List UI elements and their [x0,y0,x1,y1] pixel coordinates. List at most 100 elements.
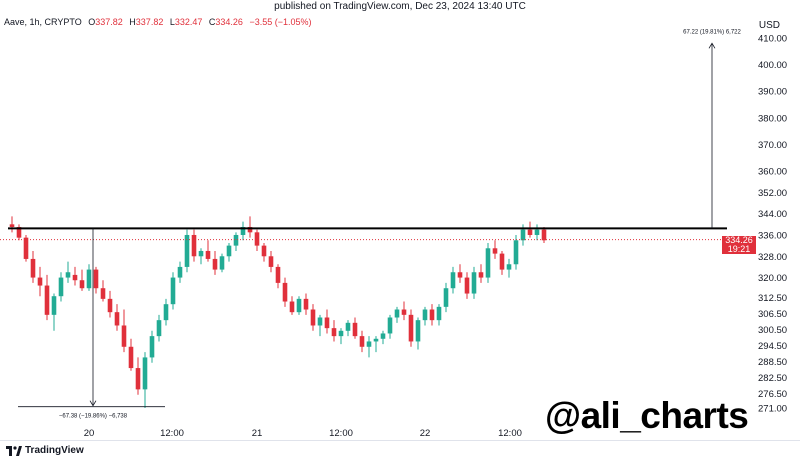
y-tick-label: 328.00 [758,252,787,263]
low-value: 332.47 [174,17,203,27]
y-tick-label: 410.00 [758,34,787,45]
candle-body [317,317,323,326]
close-value: 334.26 [215,17,243,27]
candle-body [114,312,120,326]
y-tick-label: 300.50 [758,325,787,336]
tradingview-icon [6,445,22,456]
candle-body [450,272,456,289]
symbol-legend: Aave, 1h, CRYPTO O337.82 H337.82 L332.47… [4,17,312,27]
candle-body [422,309,428,321]
change-value: −3.55 (−1.05%) [249,17,312,27]
candle-body [79,280,85,289]
candle-body [16,226,22,238]
candle-body [44,285,50,315]
y-tick-label: 400.00 [758,60,787,71]
drop-arrow-head [89,400,97,407]
candle-body [457,272,463,278]
target-arrow-head [708,42,716,49]
candle-body [331,328,337,337]
x-tick-label: 20 [84,428,95,439]
candle-body [233,234,239,246]
y-tick-label: 271.00 [758,404,787,415]
y-tick-label: 352.00 [758,188,787,199]
candle-body [247,226,253,233]
candle-body [338,330,344,337]
candle-body [149,336,155,358]
candle-body [436,306,442,321]
candle-body [513,240,519,265]
candle-body [443,288,449,307]
x-tick-label: 12:00 [498,428,522,439]
candle-body [499,253,505,270]
candle-body [170,277,176,305]
candle-body [394,309,400,318]
candle-body [135,368,141,390]
candle-body [408,314,414,342]
candle-body [506,264,512,270]
symbol-name: Aave, 1h, CRYPTO [4,17,82,27]
candle-body [429,309,435,321]
candle-body [86,269,92,289]
y-tick-label: 370.00 [758,140,787,151]
candle-body [128,346,134,369]
candle-body [303,298,309,310]
candle-body [37,277,43,286]
candle-body [373,338,379,342]
candle-body [184,234,190,267]
candle-body [23,237,29,259]
y-tick-label: 288.50 [758,357,787,368]
drop-annotation: −67.38 (−19.86%) −6,738 [59,414,128,420]
candle-body [268,256,274,267]
candle-body [471,272,477,294]
candle-body [527,229,533,235]
candle-body [205,250,211,259]
open-label: O [88,17,96,27]
candle-body [366,341,372,347]
y-tick-label: 336.00 [758,230,787,241]
tradingview-logo[interactable]: TradingView [6,445,84,456]
candle-body [310,309,316,326]
candle-body [121,325,127,347]
candle-body [65,272,71,278]
candle-body [415,320,421,342]
published-caption: published on TradingView.com, Dec 23, 20… [274,1,526,12]
x-tick-label: 21 [252,428,263,439]
candle-body [219,256,225,270]
open-value: 337.82 [95,17,123,27]
high-label: H [129,17,136,27]
candle-body [9,224,15,227]
candle-body [142,357,148,390]
candle-body [212,258,218,270]
candle-body [261,245,267,257]
candle-body [464,277,470,294]
target-annotation: 67.22 (19.81%) 6,722 [683,29,741,35]
candle-body [177,266,183,278]
candle-body [541,229,547,241]
candle-body [240,226,246,235]
candle-body [296,298,302,313]
y-tick-label: 380.00 [758,113,787,124]
x-tick-label: 12:00 [160,428,184,439]
current-price-value: 334.26 [725,234,753,245]
y-tick-label: 390.00 [758,87,787,98]
candle-body [226,245,232,257]
candle-body [401,309,407,315]
candle-body [100,288,106,299]
tradingview-brand: TradingView [25,445,84,456]
countdown-value: 19:21 [727,243,751,254]
y-tick-label: 360.00 [758,167,787,178]
currency-label[interactable]: USD [758,20,780,31]
candle-body [282,282,288,302]
candle-body [198,250,204,257]
y-tick-label: 294.50 [758,341,787,352]
high-value: 337.82 [135,17,164,27]
candle-body [359,336,365,347]
candle-body [163,304,169,321]
candle-body [520,229,526,241]
candle-body [30,258,36,278]
y-tick-label: 306.50 [758,309,787,320]
candle-body [254,232,260,246]
candle-body [380,333,386,339]
candle-body [534,229,540,235]
